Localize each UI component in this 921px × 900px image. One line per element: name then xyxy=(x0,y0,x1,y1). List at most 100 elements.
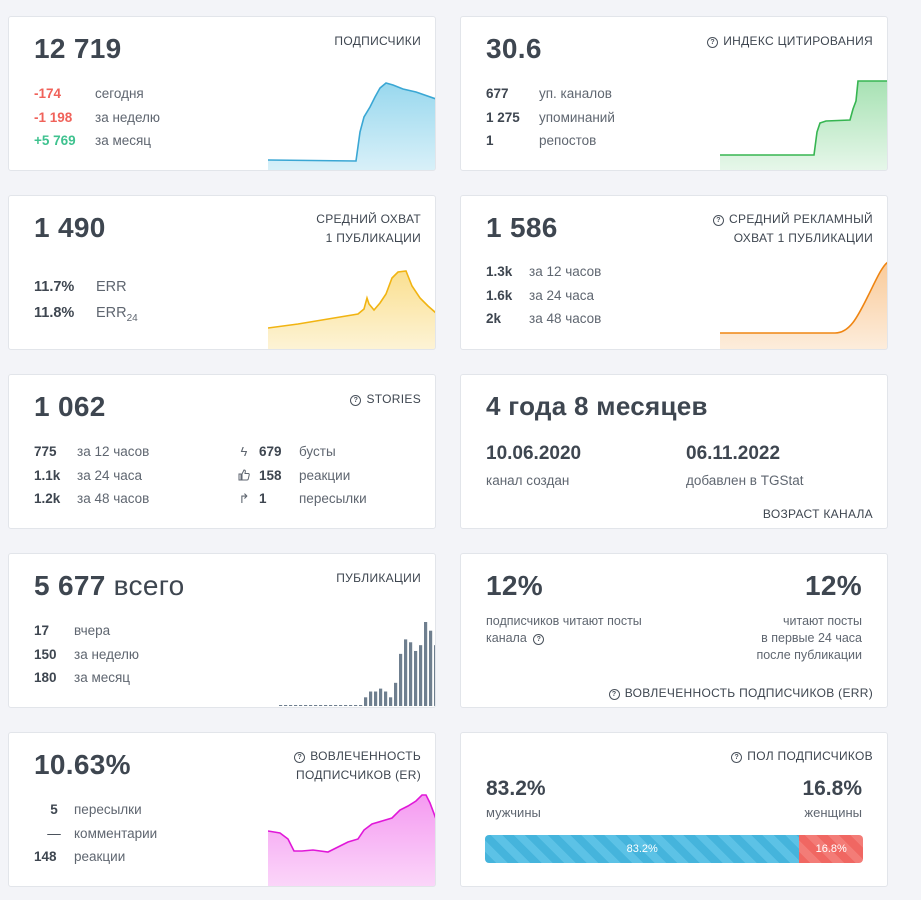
citation-label: ? ИНДЕКС ЦИТИРОВАНИЯ xyxy=(707,32,873,51)
help-icon[interactable]: ? xyxy=(608,689,620,700)
publication-bar xyxy=(409,642,413,706)
stories-stats-right: ϟ 679 бусты 158 реакции ↱ 1 пересылки xyxy=(237,440,367,511)
avg-reach-sparkline xyxy=(268,270,435,349)
publication-bar xyxy=(369,691,373,706)
publication-bar xyxy=(434,645,435,706)
created-date: 10.06.2020 xyxy=(486,443,582,464)
subscribers-label: ПОДПИСЧИКИ xyxy=(334,34,421,48)
publication-bar xyxy=(279,705,283,706)
subscribers-sparkline xyxy=(268,82,435,170)
stat-row: 1.3k за 12 часов xyxy=(486,264,602,279)
subscribers-stats: -174 сегодня -1 198 за неделю +5 769 за мес… xyxy=(34,82,160,153)
publication-bar xyxy=(329,705,333,706)
stories-value: 1 062 xyxy=(34,391,106,422)
publication-bar xyxy=(389,697,393,706)
publications-value: 5 677 всего xyxy=(34,570,185,601)
publication-bar xyxy=(374,691,378,706)
female-value: 16.8% xyxy=(802,777,862,800)
stat-row: 677 уп. каналов xyxy=(486,86,612,101)
ad-reach-value: 1 586 xyxy=(486,212,558,243)
subscribers-count: 12 719 xyxy=(34,33,122,64)
stat-row: 1.6k за 24 часа xyxy=(486,287,595,303)
stat-row: 158 реакции xyxy=(237,464,367,488)
stat-row: ↱ 1 пересылки xyxy=(237,487,367,511)
publication-bar xyxy=(404,639,408,706)
publication-bar xyxy=(284,705,288,706)
added-label: добавлен в TGStat xyxy=(686,473,804,488)
err-right-text: читают посты в первые 24 часа после публ… xyxy=(756,614,862,662)
er-sparkline xyxy=(268,794,435,886)
publication-bar xyxy=(399,653,403,706)
stat-row: 1 275 упоминаний xyxy=(486,109,615,125)
stat-row: 1.2k за 48 часов xyxy=(34,491,150,506)
er-card[interactable]: 10.63% ? ВОВЛЕЧЕННОСТЬ ПОДПИСЧИКОВ (ER) 5… xyxy=(8,732,436,887)
publication-bar xyxy=(379,688,383,706)
avg-reach-card[interactable]: 1 490 СРЕДНИЙ ОХВАТ 1 ПУБЛИКАЦИИ 11.7% ER… xyxy=(8,195,436,350)
help-icon[interactable]: ? xyxy=(731,752,743,763)
gender-label: ? ПОЛ ПОДПИСЧИКОВ xyxy=(731,747,873,766)
err-left-text: подписчиков читают посты канала ? xyxy=(486,614,642,645)
avg-reach-value: 1 490 xyxy=(34,212,106,243)
citation-stats: 677 уп. каналов 1 275 упоминаний 1 репостов xyxy=(486,82,615,153)
channel-age-card[interactable]: 4 года 8 месяцев 10.06.2020 канал создан… xyxy=(460,374,888,529)
publication-bar xyxy=(339,705,343,706)
publication-bar xyxy=(319,705,323,706)
stat-row: 5 пересылки xyxy=(50,802,142,817)
channel-age-value: 4 года 8 месяцев xyxy=(486,391,708,421)
publication-bar xyxy=(294,705,298,706)
channel-age-label: ВОЗРАСТ КАНАЛА xyxy=(762,507,873,521)
publication-bar xyxy=(384,691,388,706)
publication-bar xyxy=(324,705,328,706)
er-label: ? ВОВЛЕЧЕННОСТЬ ПОДПИСЧИКОВ (ER) xyxy=(294,749,421,782)
publication-bar xyxy=(414,650,418,706)
gender-card[interactable]: ? ПОЛ ПОДПИСЧИКОВ 83.2% мужчины 16.8% жен… xyxy=(460,732,888,887)
stat-row: 180 за месяц xyxy=(34,670,131,685)
publication-bar xyxy=(289,705,293,706)
gender-bar: 83.2% 16.8% xyxy=(485,835,863,863)
avg-reach-label: СРЕДНИЙ ОХВАТ 1 ПУБЛИКАЦИИ xyxy=(316,212,421,245)
publication-bar xyxy=(354,705,358,706)
stat-row: 1.1k за 24 часа xyxy=(34,467,143,483)
err-card[interactable]: 12% подписчиков читают посты канала ? 12… xyxy=(460,553,888,708)
err-stats: 11.7% ERR 11.8% ERR24 xyxy=(34,274,138,332)
stories-label: ? STORIES xyxy=(350,390,421,409)
stat-row: 17 вчера xyxy=(34,623,111,638)
citation-card[interactable]: 30.6 ? ИНДЕКС ЦИТИРОВАНИЯ 677 уп. каналов … xyxy=(460,16,888,171)
female-label: женщины xyxy=(804,805,862,820)
stories-stats-left: 775 за 12 часов 1.1k за 24 часа 1.2k за 48 … xyxy=(34,440,149,511)
stories-card[interactable]: 1 062 ? STORIES 775 за 12 часов 1.1k за 24 … xyxy=(8,374,436,529)
help-icon[interactable]: ? xyxy=(350,395,362,406)
publication-bar xyxy=(344,705,348,706)
publications-card[interactable]: 5 677 всего ПУБЛИКАЦИИ 17 вчера 150 за нед… xyxy=(8,553,436,708)
help-icon[interactable]: ? xyxy=(707,37,719,48)
forward-arrow-icon: ↱ xyxy=(238,491,250,506)
gender-bar-female: 16.8% xyxy=(799,835,863,863)
male-value: 83.2% xyxy=(486,777,546,800)
gender-bar-male: 83.2% xyxy=(485,835,800,863)
publication-bar xyxy=(334,705,338,706)
ad-reach-label: ? СРЕДНИЙ РЕКЛАМНЫЙ ОХВАТ 1 ПУБЛИКАЦИИ xyxy=(713,210,873,248)
publication-bar xyxy=(364,697,368,706)
err24-row: 11.8% ERR24 xyxy=(34,305,138,324)
stat-row: 1 репостов xyxy=(486,133,597,148)
publication-bar xyxy=(429,630,433,706)
stat-row: ϟ 679 бусты xyxy=(237,440,367,464)
help-icon[interactable]: ? xyxy=(294,752,306,763)
publication-bar xyxy=(304,705,308,706)
err-row: 11.7% ERR xyxy=(34,279,127,295)
publication-bar xyxy=(424,622,428,706)
publication-bar xyxy=(309,705,313,706)
publications-stats: 17 вчера 150 за неделю 180 за месяц xyxy=(34,619,139,690)
publication-bar xyxy=(394,682,398,706)
err-right-value: 12% xyxy=(805,570,862,601)
help-icon[interactable]: ? xyxy=(533,634,545,645)
stat-row-month: +5 769 за месяц xyxy=(34,133,152,148)
stat-row: — комментарии xyxy=(47,825,158,841)
ad-reach-card[interactable]: 1 586 ? СРЕДНИЙ РЕКЛАМНЫЙ ОХВАТ 1 ПУБЛИКА… xyxy=(460,195,888,350)
subscribers-card[interactable]: 12 719 ПОДПИСЧИКИ -174 сегодня -1 198 за н… xyxy=(8,16,436,171)
citation-index-value: 30.6 xyxy=(486,33,542,64)
stat-row: 2k за 48 часов xyxy=(486,311,602,326)
help-icon[interactable]: ? xyxy=(713,215,725,226)
publication-bar xyxy=(349,705,353,706)
added-date: 06.11.2022 xyxy=(686,443,781,464)
